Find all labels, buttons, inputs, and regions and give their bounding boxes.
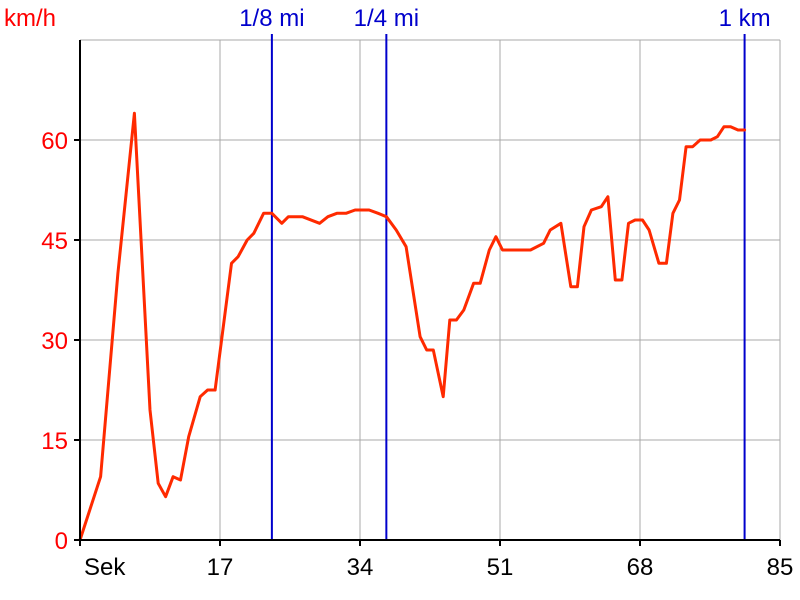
x-tick-label: Sek (84, 554, 126, 581)
x-tick-label: 17 (207, 554, 234, 581)
x-tick-label: 68 (627, 554, 654, 581)
y-tick-label: 30 (41, 328, 68, 355)
y-tick-label: 0 (55, 528, 68, 555)
distance-marker-label: 1/4 mi (354, 5, 419, 32)
y-tick-label: 15 (41, 428, 68, 455)
axes: 0 15 30 45 60 Sek 17 34 51 68 85 (41, 40, 793, 581)
grid (80, 39, 781, 540)
series-layer (78, 111, 747, 542)
x-tick-label: 85 (767, 554, 794, 581)
x-tick-label: 34 (347, 554, 374, 581)
y-tick-label: 60 (41, 128, 68, 155)
y-tick-label: 45 (41, 228, 68, 255)
speed-series-line (78, 111, 747, 542)
distance-markers: 1/8 mi 1/4 mi 1 km (239, 5, 771, 540)
x-tick-label: 51 (487, 554, 514, 581)
y-axis-unit-label: km/h (4, 5, 56, 32)
distance-marker-label: 1/8 mi (239, 5, 304, 32)
distance-marker-label: 1 km (719, 5, 771, 32)
